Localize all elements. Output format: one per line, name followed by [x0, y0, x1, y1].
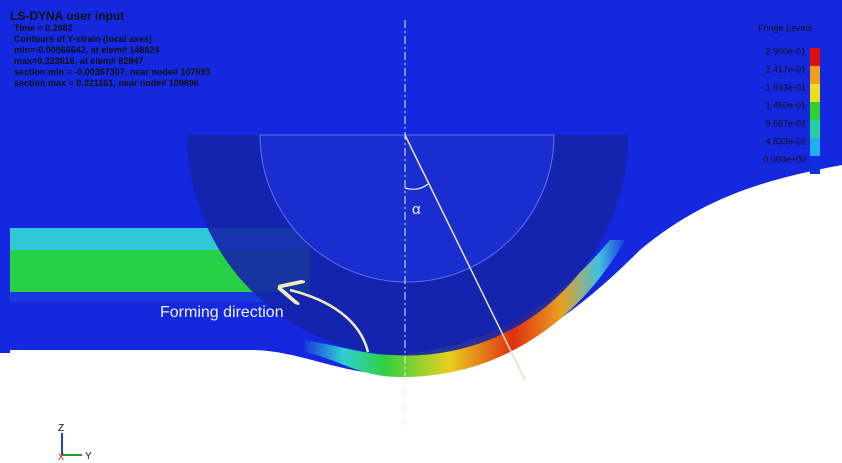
triad-label: X	[58, 452, 64, 462]
legend-swatch	[810, 66, 820, 84]
header-line: min=-0.00566642, at elem# 148824	[14, 45, 159, 55]
legend: 2.900e-01 2.417e-01 1.933e-01 1.450e-01 9.66…	[763, 46, 820, 174]
legend-title: Fringe Levels	[758, 23, 813, 33]
legend-swatch	[810, 84, 820, 102]
forming-label: Forming direction	[160, 304, 284, 321]
header-line: max=0.323616, at elem# 82847	[14, 56, 143, 66]
legend-level: 0.000e+00	[763, 154, 806, 164]
header-line: section max = 0.321161, near node# 10969…	[14, 78, 199, 88]
triad-label: Z	[58, 423, 64, 434]
legend-level: 1.450e-01	[765, 100, 806, 110]
legend-level: 9.667e-02	[765, 118, 806, 128]
legend-swatch	[810, 48, 820, 66]
header-title: LS-DYNA user input	[10, 9, 124, 23]
legend-level: 2.417e-01	[765, 64, 806, 74]
viewport: α Forming direction LS-DYNA user input T…	[0, 0, 842, 463]
legend-swatch	[810, 156, 820, 174]
angle-label: α	[412, 201, 421, 218]
legend-level: 1.933e-01	[765, 82, 806, 92]
legend-swatch	[810, 102, 820, 120]
legend-swatch	[810, 138, 820, 156]
legend-level: 2.900e-01	[765, 46, 806, 56]
header-line: Contours of Y-strain (local axes)	[14, 34, 152, 44]
legend-swatch	[810, 120, 820, 138]
header-line: Time = 0.2982	[14, 23, 73, 33]
legend-level: 4.833e-02	[765, 136, 806, 146]
header-line: section min = -0.00367307, near node# 10…	[14, 67, 210, 77]
triad-label: Y	[85, 451, 92, 462]
